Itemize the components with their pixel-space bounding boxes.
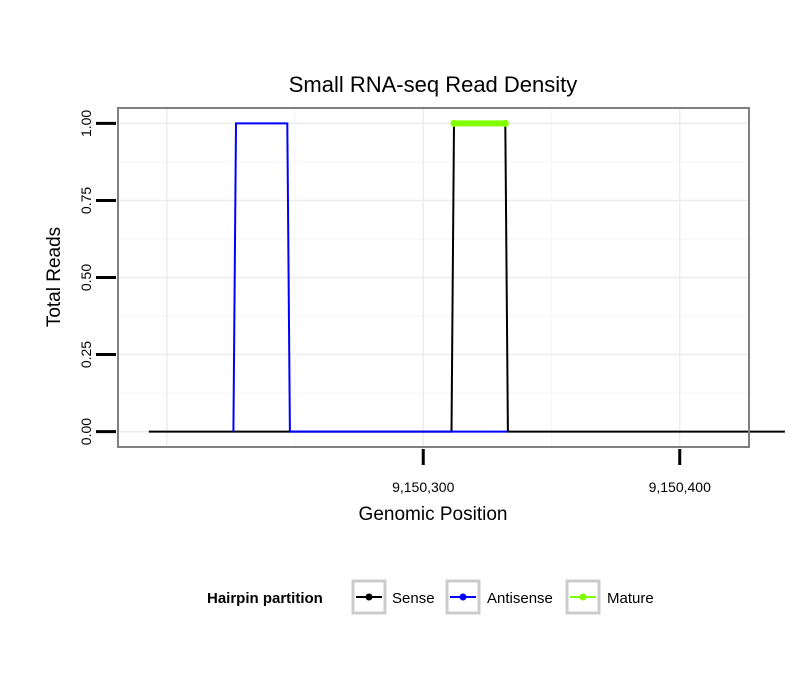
y-tick-label: 0.75 [78, 187, 94, 214]
y-tick-label: 0.25 [78, 341, 94, 368]
legend-item-mature: Mature [565, 579, 654, 615]
x-tick-label: 9,150,300 [392, 479, 454, 495]
chart-title: Small RNA-seq Read Density [289, 72, 578, 97]
legend-title: Hairpin partition [207, 590, 323, 607]
y-tick-label: 0.00 [78, 418, 94, 445]
plot-border [117, 107, 750, 448]
legend-label-sense: Sense [392, 590, 435, 607]
x-axis-label: Genomic Position [359, 504, 508, 525]
legend-item-sense: Sense [351, 579, 435, 615]
legend-dot-sense [365, 593, 373, 601]
legend-dot-mature [579, 593, 587, 601]
series-point-mature [450, 119, 458, 127]
x-tick-label: 9,150,400 [649, 479, 711, 495]
grid-lines [118, 108, 749, 447]
y-axis: 0.00 0.25 0.50 0.75 1.00 [78, 110, 116, 445]
legend: Hairpin partition Sense Antisense Mature [207, 579, 654, 615]
series-point-mature [501, 119, 509, 127]
series-line-antisense [232, 122, 508, 433]
y-axis-label: Total Reads [44, 227, 65, 327]
y-tick-label: 1.00 [78, 110, 94, 137]
legend-label-antisense: Antisense [487, 590, 553, 607]
legend-item-antisense: Antisense [445, 579, 553, 615]
legend-label-mature: Mature [607, 590, 654, 607]
x-axis: 9,150,300 9,150,400 [392, 449, 711, 495]
y-tick-label: 0.50 [78, 264, 94, 291]
series-layer [148, 119, 785, 433]
legend-dot-antisense [459, 593, 467, 601]
